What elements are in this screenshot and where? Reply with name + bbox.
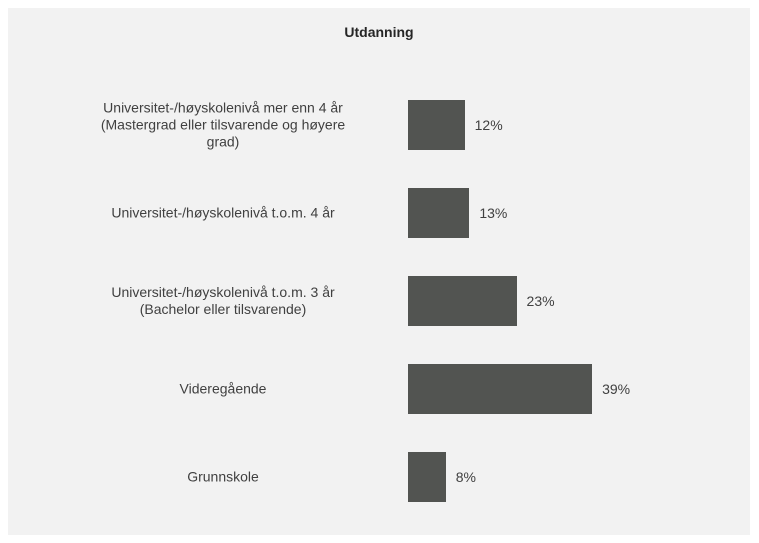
chart: Utdanning Universitet-/høyskolenivå mer … bbox=[8, 8, 750, 535]
data-label: 12% bbox=[474, 117, 503, 133]
category-label: Grunnskole bbox=[187, 468, 259, 485]
bar bbox=[408, 188, 470, 238]
category-label: Universitet-/høyskolenivå t.o.m. 3 år (B… bbox=[111, 284, 335, 317]
data-label: 39% bbox=[602, 381, 631, 397]
category-label: Universitet-/høyskolenivå t.o.m. 4 år bbox=[111, 204, 335, 221]
data-label: 13% bbox=[479, 205, 508, 221]
category-label: Videregående bbox=[179, 380, 267, 397]
category-label: Universitet-/høyskolenivå mer enn 4 år (… bbox=[100, 99, 346, 150]
bar bbox=[408, 276, 517, 326]
data-label: 8% bbox=[455, 469, 476, 485]
bar bbox=[408, 452, 446, 502]
bar bbox=[408, 100, 465, 150]
data-label: 23% bbox=[526, 293, 555, 309]
bar bbox=[408, 364, 593, 414]
chart-title: Utdanning bbox=[344, 24, 414, 40]
